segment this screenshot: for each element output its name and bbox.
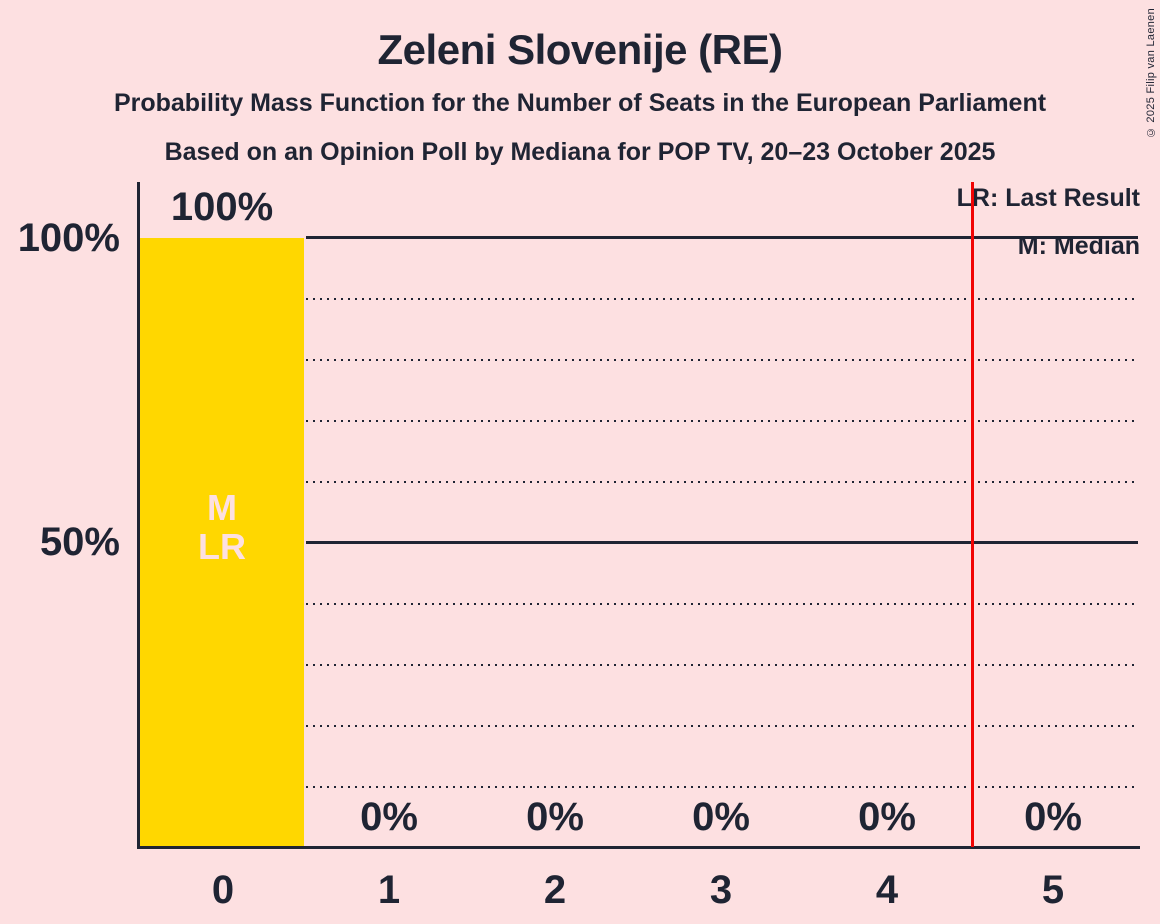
bars-layer bbox=[138, 182, 1140, 846]
gridline-90pct bbox=[306, 298, 1138, 300]
bar-value-label-1: 0% bbox=[360, 795, 418, 839]
x-tick-label-0: 0 bbox=[211, 868, 235, 912]
bar-value-label-3: 0% bbox=[692, 795, 750, 839]
chart-source-line: Based on an Opinion Poll by Mediana for … bbox=[164, 138, 996, 166]
median-marker-label: M bbox=[207, 487, 237, 528]
x-axis-line bbox=[137, 846, 1140, 849]
majority-threshold-line bbox=[971, 182, 974, 847]
gridline-100pct bbox=[306, 236, 1138, 239]
y-tick-label-50: 50% bbox=[39, 520, 120, 564]
x-tick-label-4: 4 bbox=[875, 868, 899, 912]
gridline-50pct bbox=[306, 541, 1138, 544]
gridline-60pct bbox=[306, 481, 1138, 483]
last-result-marker-label: LR bbox=[198, 526, 246, 567]
bar-value-label-5: 0% bbox=[1024, 795, 1082, 839]
probability-bar-0 bbox=[140, 238, 304, 846]
bar-value-label-2: 0% bbox=[526, 795, 584, 839]
chart-subtitle: Probability Mass Function for the Number… bbox=[113, 89, 1047, 117]
legend-last-result-label: LR: Last Result bbox=[956, 184, 1140, 212]
bar-value-label-4: 0% bbox=[858, 795, 916, 839]
x-tick-label-1: 1 bbox=[377, 868, 401, 912]
x-tick-label-3: 3 bbox=[709, 868, 733, 912]
gridline-40pct bbox=[306, 603, 1138, 605]
x-tick-label-5: 5 bbox=[1041, 868, 1065, 912]
bar-value-label-0: 100% bbox=[170, 185, 274, 229]
gridline-80pct bbox=[306, 359, 1138, 361]
gridline-20pct bbox=[306, 725, 1138, 727]
gridline-70pct bbox=[306, 420, 1138, 422]
x-tick-label-2: 2 bbox=[543, 868, 567, 912]
gridline-30pct bbox=[306, 664, 1138, 666]
chart-title: Zeleni Slovenije (RE) bbox=[377, 26, 783, 73]
y-axis-line bbox=[137, 182, 140, 849]
gridline-10pct bbox=[306, 786, 1138, 788]
y-tick-label-100: 100% bbox=[17, 216, 120, 260]
